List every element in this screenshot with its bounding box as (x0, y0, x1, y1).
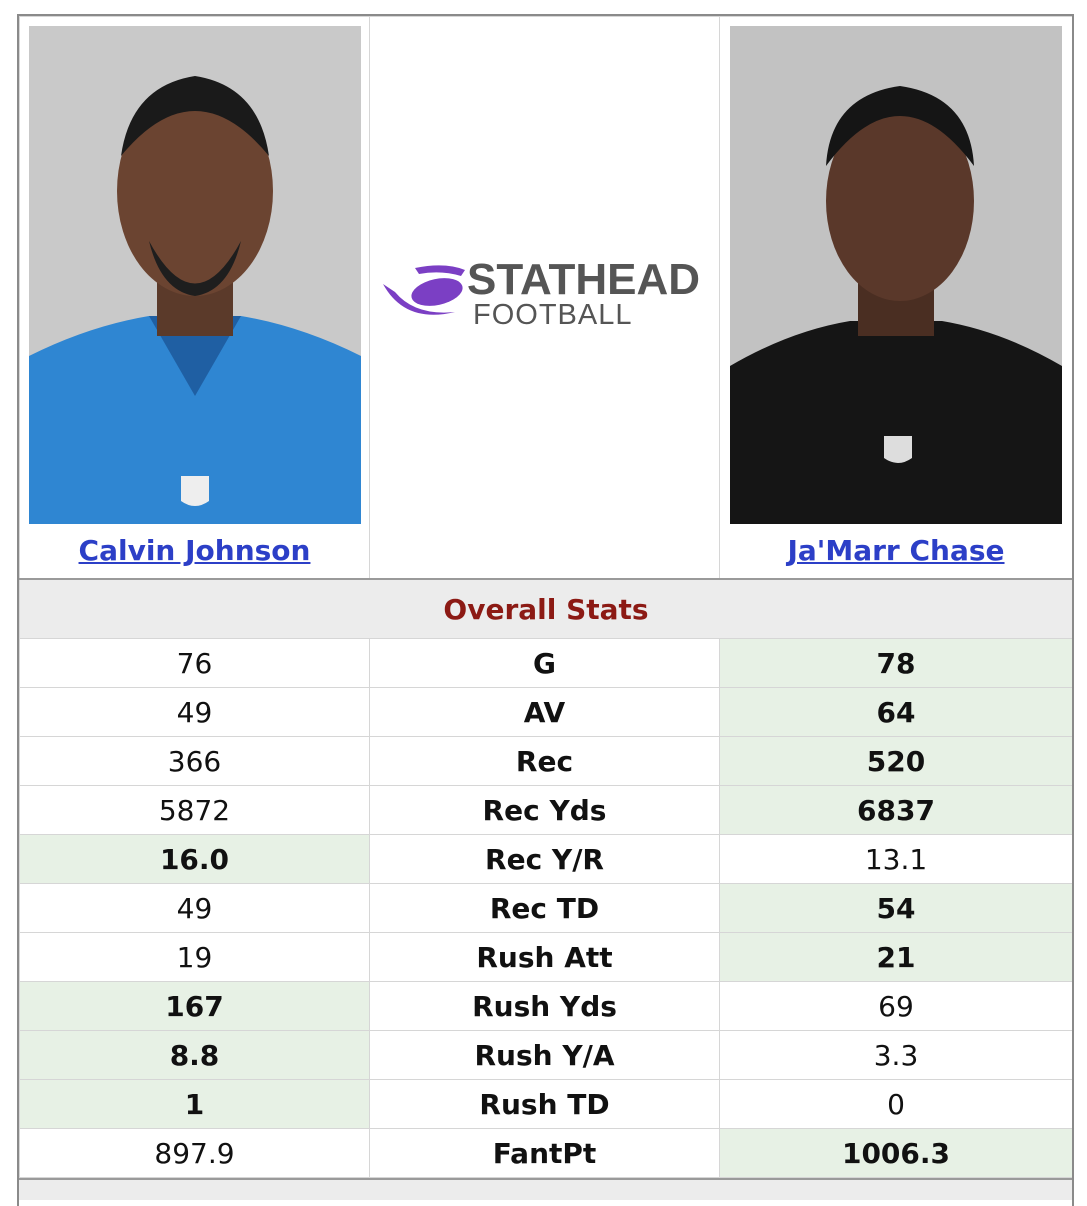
stat-value: 16.0 (19, 834, 370, 884)
section-title: Overall Stats (19, 578, 1072, 639)
player-cell: Calvin Johnson (19, 16, 370, 580)
stat-row: 76 G 78 (19, 638, 1072, 688)
stat-row: 167 Rush Yds 69 (19, 981, 1072, 1031)
stat-value: 366 (19, 736, 370, 786)
table-footer (19, 1178, 1072, 1200)
stat-value: 76 (19, 638, 370, 688)
stat-name: Rush TD (369, 1079, 720, 1129)
stat-name: Rush Yds (369, 981, 720, 1031)
stat-row: 1 Rush TD 0 (19, 1079, 1072, 1129)
stat-value: 69 (719, 981, 1072, 1031)
stat-row: 49 Rec TD 54 (19, 883, 1072, 933)
stat-value: 19 (19, 932, 370, 982)
stat-value: 1006.3 (719, 1128, 1072, 1178)
stat-name: AV (369, 687, 720, 737)
stat-value: 5872 (19, 785, 370, 835)
stat-row: 366 Rec 520 (19, 736, 1072, 786)
stat-value: 54 (719, 883, 1072, 933)
stat-name: Rec TD (369, 883, 720, 933)
stat-row: 5872 Rec Yds 6837 (19, 785, 1072, 835)
stat-value: 13.1 (719, 834, 1072, 884)
stat-value: 0 (719, 1079, 1072, 1129)
stat-name: FantPt (369, 1128, 720, 1178)
logo-cell: STATHEAD FOOTBALL (369, 16, 720, 580)
stat-name: Rush Att (369, 932, 720, 982)
stat-row: 8.8 Rush Y/A 3.3 (19, 1030, 1072, 1080)
stat-value: 520 (719, 736, 1072, 786)
player-photo (730, 26, 1062, 524)
stat-name: Rush Y/A (369, 1030, 720, 1080)
stat-value: 64 (719, 687, 1072, 737)
stat-value: 8.8 (19, 1030, 370, 1080)
stat-value: 3.3 (719, 1030, 1072, 1080)
header-row: Calvin Johnson STATHEAD FOOTBALL (19, 16, 1072, 580)
stat-name: Rec (369, 736, 720, 786)
comparison-panel: Calvin Johnson STATHEAD FOOTBALL (17, 14, 1074, 1206)
stat-name: G (369, 638, 720, 688)
comparison-table: Calvin Johnson STATHEAD FOOTBALL (19, 16, 1072, 1178)
stat-row: 16.0 Rec Y/R 13.1 (19, 834, 1072, 884)
player-link[interactable]: Calvin Johnson (78, 534, 311, 567)
logo-text: STATHEAD (467, 255, 700, 304)
player-photo (28, 26, 361, 524)
stat-value: 1 (19, 1079, 370, 1129)
stat-value: 49 (19, 687, 370, 737)
stat-value: 78 (719, 638, 1072, 688)
player-link[interactable]: Ja'Marr Chase (787, 534, 1005, 567)
section-row: Overall Stats (19, 578, 1072, 639)
stathead-logo: STATHEAD FOOTBALL (382, 255, 700, 331)
stat-value: 167 (19, 981, 370, 1031)
stat-name: Rec Y/R (369, 834, 720, 884)
player-cell: Ja'Marr Chase (719, 16, 1072, 580)
stat-row: 49 AV 64 (19, 687, 1072, 737)
stat-value: 6837 (719, 785, 1072, 835)
stat-value: 897.9 (19, 1128, 370, 1178)
stat-row: 19 Rush Att 21 (19, 932, 1072, 982)
stat-name: Rec Yds (369, 785, 720, 835)
stat-value: 21 (719, 932, 1072, 982)
stat-row: 897.9 FantPt 1006.3 (19, 1128, 1072, 1178)
logo-subtext: FOOTBALL (473, 299, 633, 331)
stat-value: 49 (19, 883, 370, 933)
